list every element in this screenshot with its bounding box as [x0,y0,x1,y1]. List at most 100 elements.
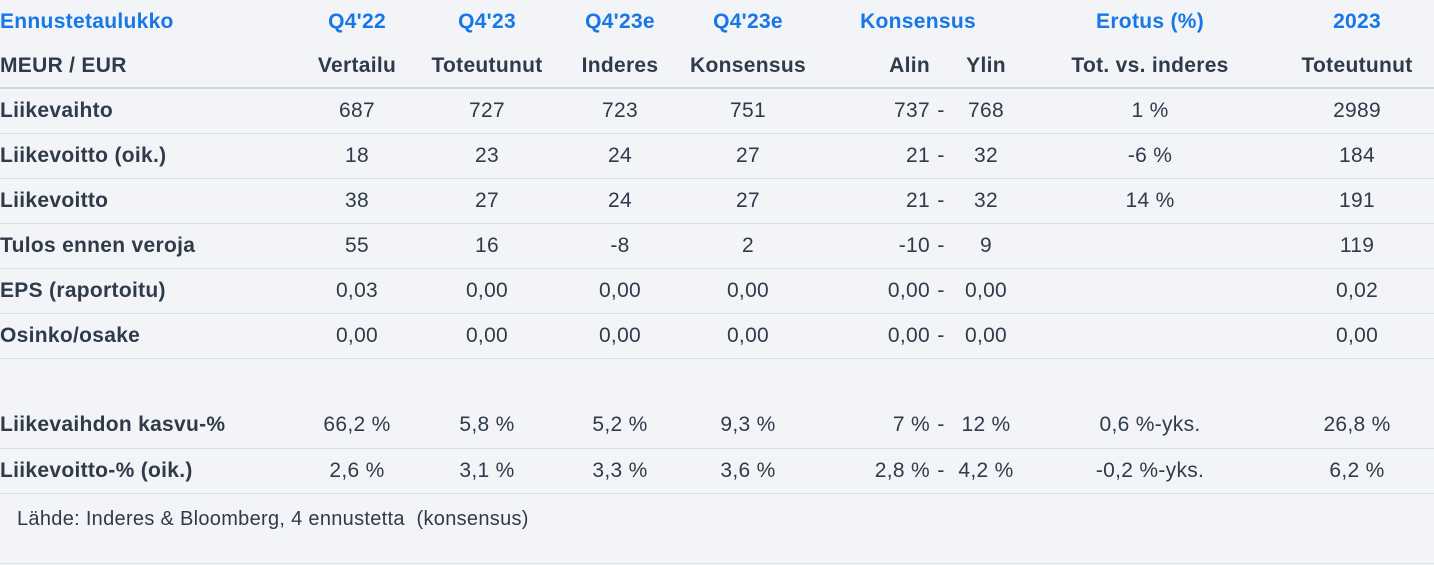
cell-y2023: 0,00 [1280,313,1434,359]
subheader-ylin: Ylin [952,44,1021,89]
cell-vertailu: 66,2 % [300,403,414,449]
row-label: Liikevoitto (oik.) [0,133,300,179]
cell-erotus: 0,6 %-yks. [1020,403,1281,449]
cell-ylin: 9 [952,223,1021,269]
cell-inderes: 0,00 [560,268,680,314]
table-row: Tulos ennen veroja 55 16 -8 2 -10-9 119 [0,223,1434,269]
cell-erotus: 14 % [1020,178,1281,224]
cell-y2023: 6,2 % [1280,448,1434,494]
cell-inderes: 24 [560,133,680,179]
row-label: Liikevoitto-% (oik.) [0,448,300,494]
cell-ylin: 32 [952,133,1021,179]
cell-alin: 737 [816,88,930,134]
cell-dash: - [930,448,952,494]
table-row: Liikevoitto 38 27 24 27 21-32 14 % 191 [0,178,1434,224]
cell-vertailu: 0,03 [300,268,414,314]
cell-toteutunut: 0,00 [414,313,560,359]
table-row: EPS (raportoitu) 0,03 0,00 0,00 0,00 0,00-0,0… [0,268,1434,314]
cell-inderes: 24 [560,178,680,224]
cell-alin: 7 % [816,403,930,449]
cell-dash: - [930,403,952,449]
cell-erotus: 1 % [1020,88,1281,134]
spacer-row [0,358,1434,403]
header-q4-22: Q4'22 [328,10,386,33]
cell-ylin: 12 % [952,403,1021,449]
cell-dash: - [930,268,952,314]
header-q4-23e-konsensus: Q4'23e [713,10,783,33]
cell-dash: - [930,313,952,359]
cell-alin: 21 [816,178,930,224]
cell-erotus [1020,223,1281,269]
table-row: Liikevaihdon kasvu-% 66,2 % 5,8 % 5,2 % 9,3 … [0,403,1434,449]
cell-y2023: 2989 [1280,88,1434,134]
cell-toteutunut: 23 [414,133,560,179]
cell-dash: - [930,88,952,134]
subheader-vertailu: Vertailu [300,44,414,89]
cell-konsensus: 27 [680,133,816,179]
header-q4-23e-inderes: Q4'23e [585,10,655,33]
row-label: Liikevaihto [0,88,300,134]
cell-y2023: 26,8 % [1280,403,1434,449]
cell-konsensus: 0,00 [680,313,816,359]
cell-toteutunut: 0,00 [414,268,560,314]
cell-alin: 0,00 [816,313,930,359]
cell-inderes: 5,2 % [560,403,680,449]
cell-alin: -10 [816,223,930,269]
cell-inderes: 0,00 [560,313,680,359]
subheader-konsensus: Konsensus [680,44,816,89]
cell-y2023: 0,02 [1280,268,1434,314]
row-label: Osinko/osake [0,313,300,359]
cell-vertailu: 687 [300,88,414,134]
cell-erotus [1020,268,1281,314]
cell-konsensus: 2 [680,223,816,269]
cell-dash: - [930,178,952,224]
cell-konsensus: 27 [680,178,816,224]
subheader-toteutunut-2023: Toteutunut [1280,44,1434,89]
cell-dash: - [930,223,952,269]
cell-toteutunut: 727 [414,88,560,134]
cell-dash: - [930,133,952,179]
subheader-inderes: Inderes [560,44,680,89]
cell-inderes: 3,3 % [560,448,680,494]
cell-erotus: -0,2 %-yks. [1020,448,1281,494]
cell-toteutunut: 27 [414,178,560,224]
cell-ylin: 0,00 [952,268,1021,314]
subheader-dash-spacer [930,44,952,89]
cell-erotus: -6 % [1020,133,1281,179]
table-row: Osinko/osake 0,00 0,00 0,00 0,00 0,00-0,00 0,0… [0,313,1434,359]
table-row: Liikevoitto (oik.) 18 23 24 27 21-32 -6 % 184 [0,133,1434,179]
cell-y2023: 191 [1280,178,1434,224]
cell-toteutunut: 16 [414,223,560,269]
cell-toteutunut: 3,1 % [414,448,560,494]
cell-toteutunut: 5,8 % [414,403,560,449]
cell-inderes: -8 [560,223,680,269]
row-label: Tulos ennen veroja [0,223,300,269]
cell-konsensus: 3,6 % [680,448,816,494]
header-row-periods: Ennustetaulukko Q4'22 Q4'23 Q4'23e Q4'23… [0,0,1434,44]
cell-vertailu: 38 [300,178,414,224]
cell-ylin: 768 [952,88,1021,134]
cell-y2023: 119 [1280,223,1434,269]
cell-erotus [1020,313,1281,359]
table-body: Liikevaihto 687 727 723 751 737-768 1 % 2989 Lii… [0,88,1434,494]
cell-vertailu: 0,00 [300,313,414,359]
cell-vertailu: 2,6 % [300,448,414,494]
header-q4-23: Q4'23 [458,10,516,33]
unit-label: MEUR / EUR [0,44,300,89]
cell-y2023: 184 [1280,133,1434,179]
table-row: Liikevaihto 687 727 723 751 737-768 1 % 2989 [0,88,1434,134]
cell-alin: 0,00 [816,268,930,314]
header-konsensus-group: Konsensus [860,10,976,33]
header-row-measures: MEUR / EUR Vertailu Toteutunut Inderes K… [0,44,1434,89]
cell-alin: 2,8 % [816,448,930,494]
cell-inderes: 723 [560,88,680,134]
cell-ylin: 0,00 [952,313,1021,359]
cell-ylin: 32 [952,178,1021,224]
cell-konsensus: 9,3 % [680,403,816,449]
cell-konsensus: 751 [680,88,816,134]
subheader-toteutunut: Toteutunut [414,44,560,89]
table-title: Ennustetaulukko [0,10,174,33]
spacer-cell [0,358,1434,403]
row-label: Liikevaihdon kasvu-% [0,403,300,449]
row-label: EPS (raportoitu) [0,268,300,314]
